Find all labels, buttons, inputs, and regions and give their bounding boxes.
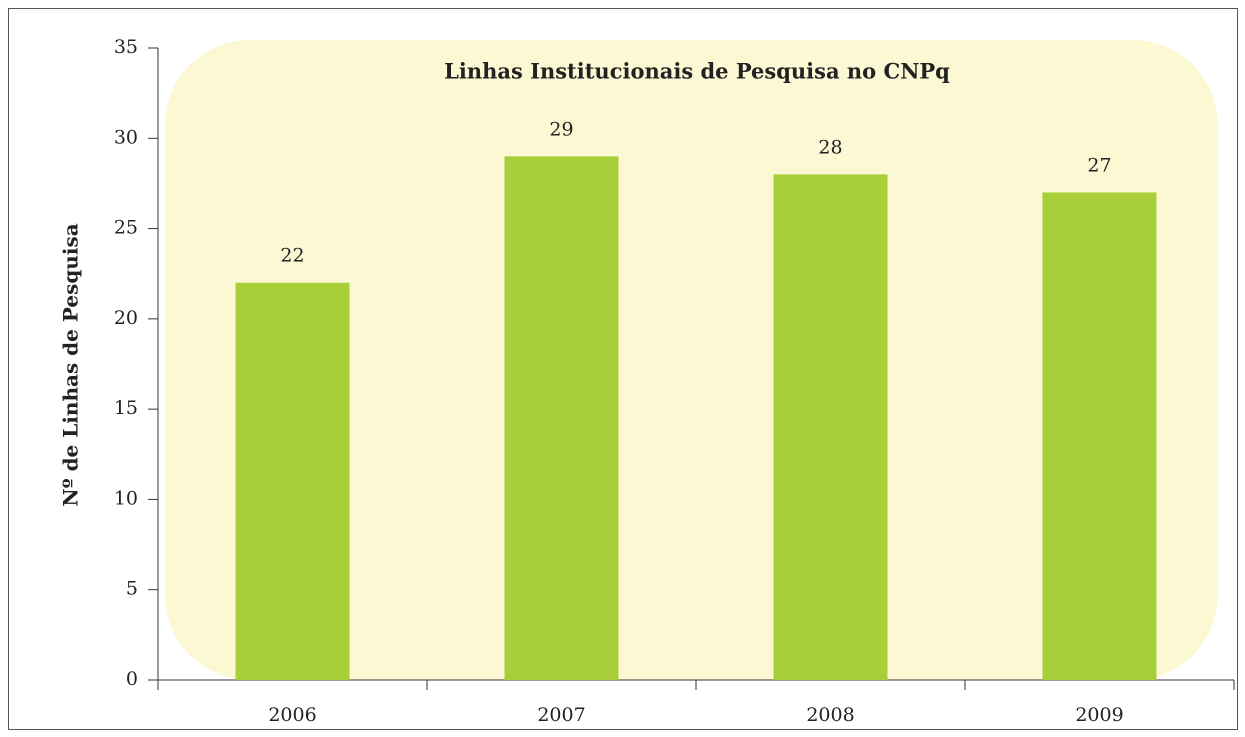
data-label: 28 <box>818 136 842 158</box>
y-axis-label: Nº de Linhas de Pesquisa <box>59 223 83 506</box>
x-tick-label: 2009 <box>1075 704 1123 726</box>
bar <box>504 156 619 681</box>
chart-border <box>8 8 1238 730</box>
x-tick-label: 2008 <box>806 704 854 726</box>
plot-background <box>165 40 1218 680</box>
chart-title: Linhas Institucionais de Pesquisa no CNP… <box>444 59 950 84</box>
data-label: 29 <box>549 118 573 140</box>
bar <box>235 282 350 680</box>
bar <box>1042 192 1157 680</box>
y-tick-label: 25 <box>114 217 138 239</box>
data-label: 27 <box>1087 154 1111 176</box>
y-tick-label: 35 <box>114 36 138 58</box>
y-tick-label: 30 <box>114 126 138 148</box>
data-label: 22 <box>280 245 304 267</box>
x-tick-label: 2006 <box>268 704 316 726</box>
y-tick-label: 10 <box>114 487 138 509</box>
bar <box>773 174 888 680</box>
y-tick-label: 0 <box>126 668 138 690</box>
y-tick-label: 15 <box>114 397 138 419</box>
x-tick-label: 2007 <box>537 704 585 726</box>
y-tick-label: 5 <box>126 578 138 600</box>
y-tick-label: 20 <box>114 307 138 329</box>
